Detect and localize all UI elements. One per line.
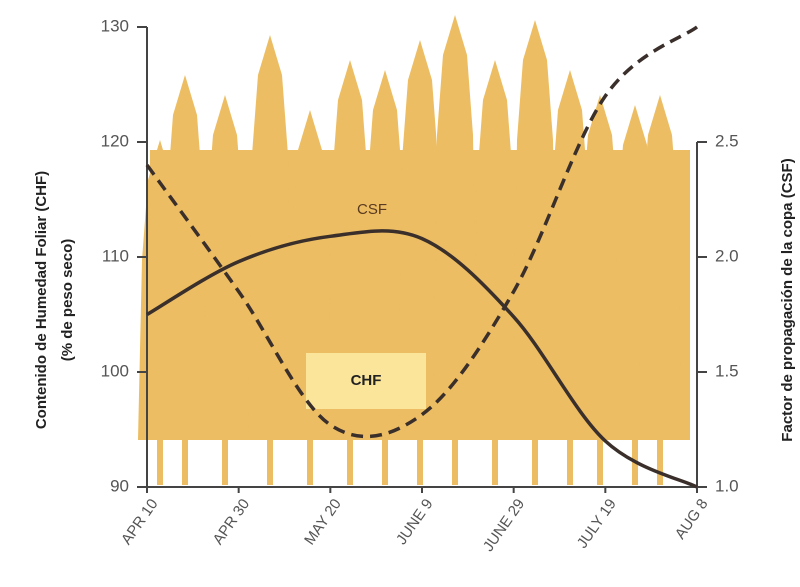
series-line [145,25,699,439]
trunk [597,430,603,485]
x-tick-label: JUNE 29 [480,496,528,555]
x-tick-label: JULY 19 [574,496,620,552]
tree [433,15,477,440]
trunk [657,430,663,485]
trunk [632,430,638,485]
x-tick-label: MAY 20 [301,496,345,548]
trunk [267,430,273,485]
tree [163,75,207,440]
trunk [492,430,498,485]
trunk [452,430,458,485]
y2-tick-label: 2.0 [715,246,739,265]
y-axis-subtitle: (% de peso seco) [59,239,76,362]
trunk [222,430,228,485]
tree [473,60,517,440]
trunk [567,430,573,485]
x-tick-label: AUG 8 [672,496,712,543]
y-axis-title: Contenido de Humedad Foliar (CHF) [33,171,50,429]
trunk [182,430,188,485]
tree [398,40,442,440]
tree [578,95,622,440]
x-tick-label: JUNE 9 [393,496,437,548]
trunk [157,430,163,485]
trunk [532,430,538,485]
x-tick-label: APR 10 [118,496,162,548]
x-tick-label: APR 30 [210,496,254,548]
trunk [347,430,353,485]
tree [638,95,682,440]
y-tick-label: 90 [110,476,129,495]
annotation-box [306,353,426,409]
tree-background [138,15,690,485]
y2-tick-label: 1.5 [715,361,739,380]
trunk [382,430,388,485]
y-tick-label: 120 [101,131,129,150]
csf-annotation: CSF [357,201,387,218]
tree [328,60,372,440]
trunk [417,430,423,485]
y-tick-label: 100 [101,361,129,380]
y-tick-label: 110 [102,246,129,265]
trunk [307,430,313,485]
y2-tick-label: 1.0 [715,476,739,495]
y2-tick-label: 2.5 [715,131,739,150]
y2-axis-title: Factor de propagación de la copa (CSF) [779,158,796,441]
tree [248,35,292,440]
tree [513,20,557,440]
series-line [146,229,698,489]
chf-annotation: CHF [351,372,382,389]
tree [363,70,407,440]
y-tick-label: 130 [101,16,129,35]
